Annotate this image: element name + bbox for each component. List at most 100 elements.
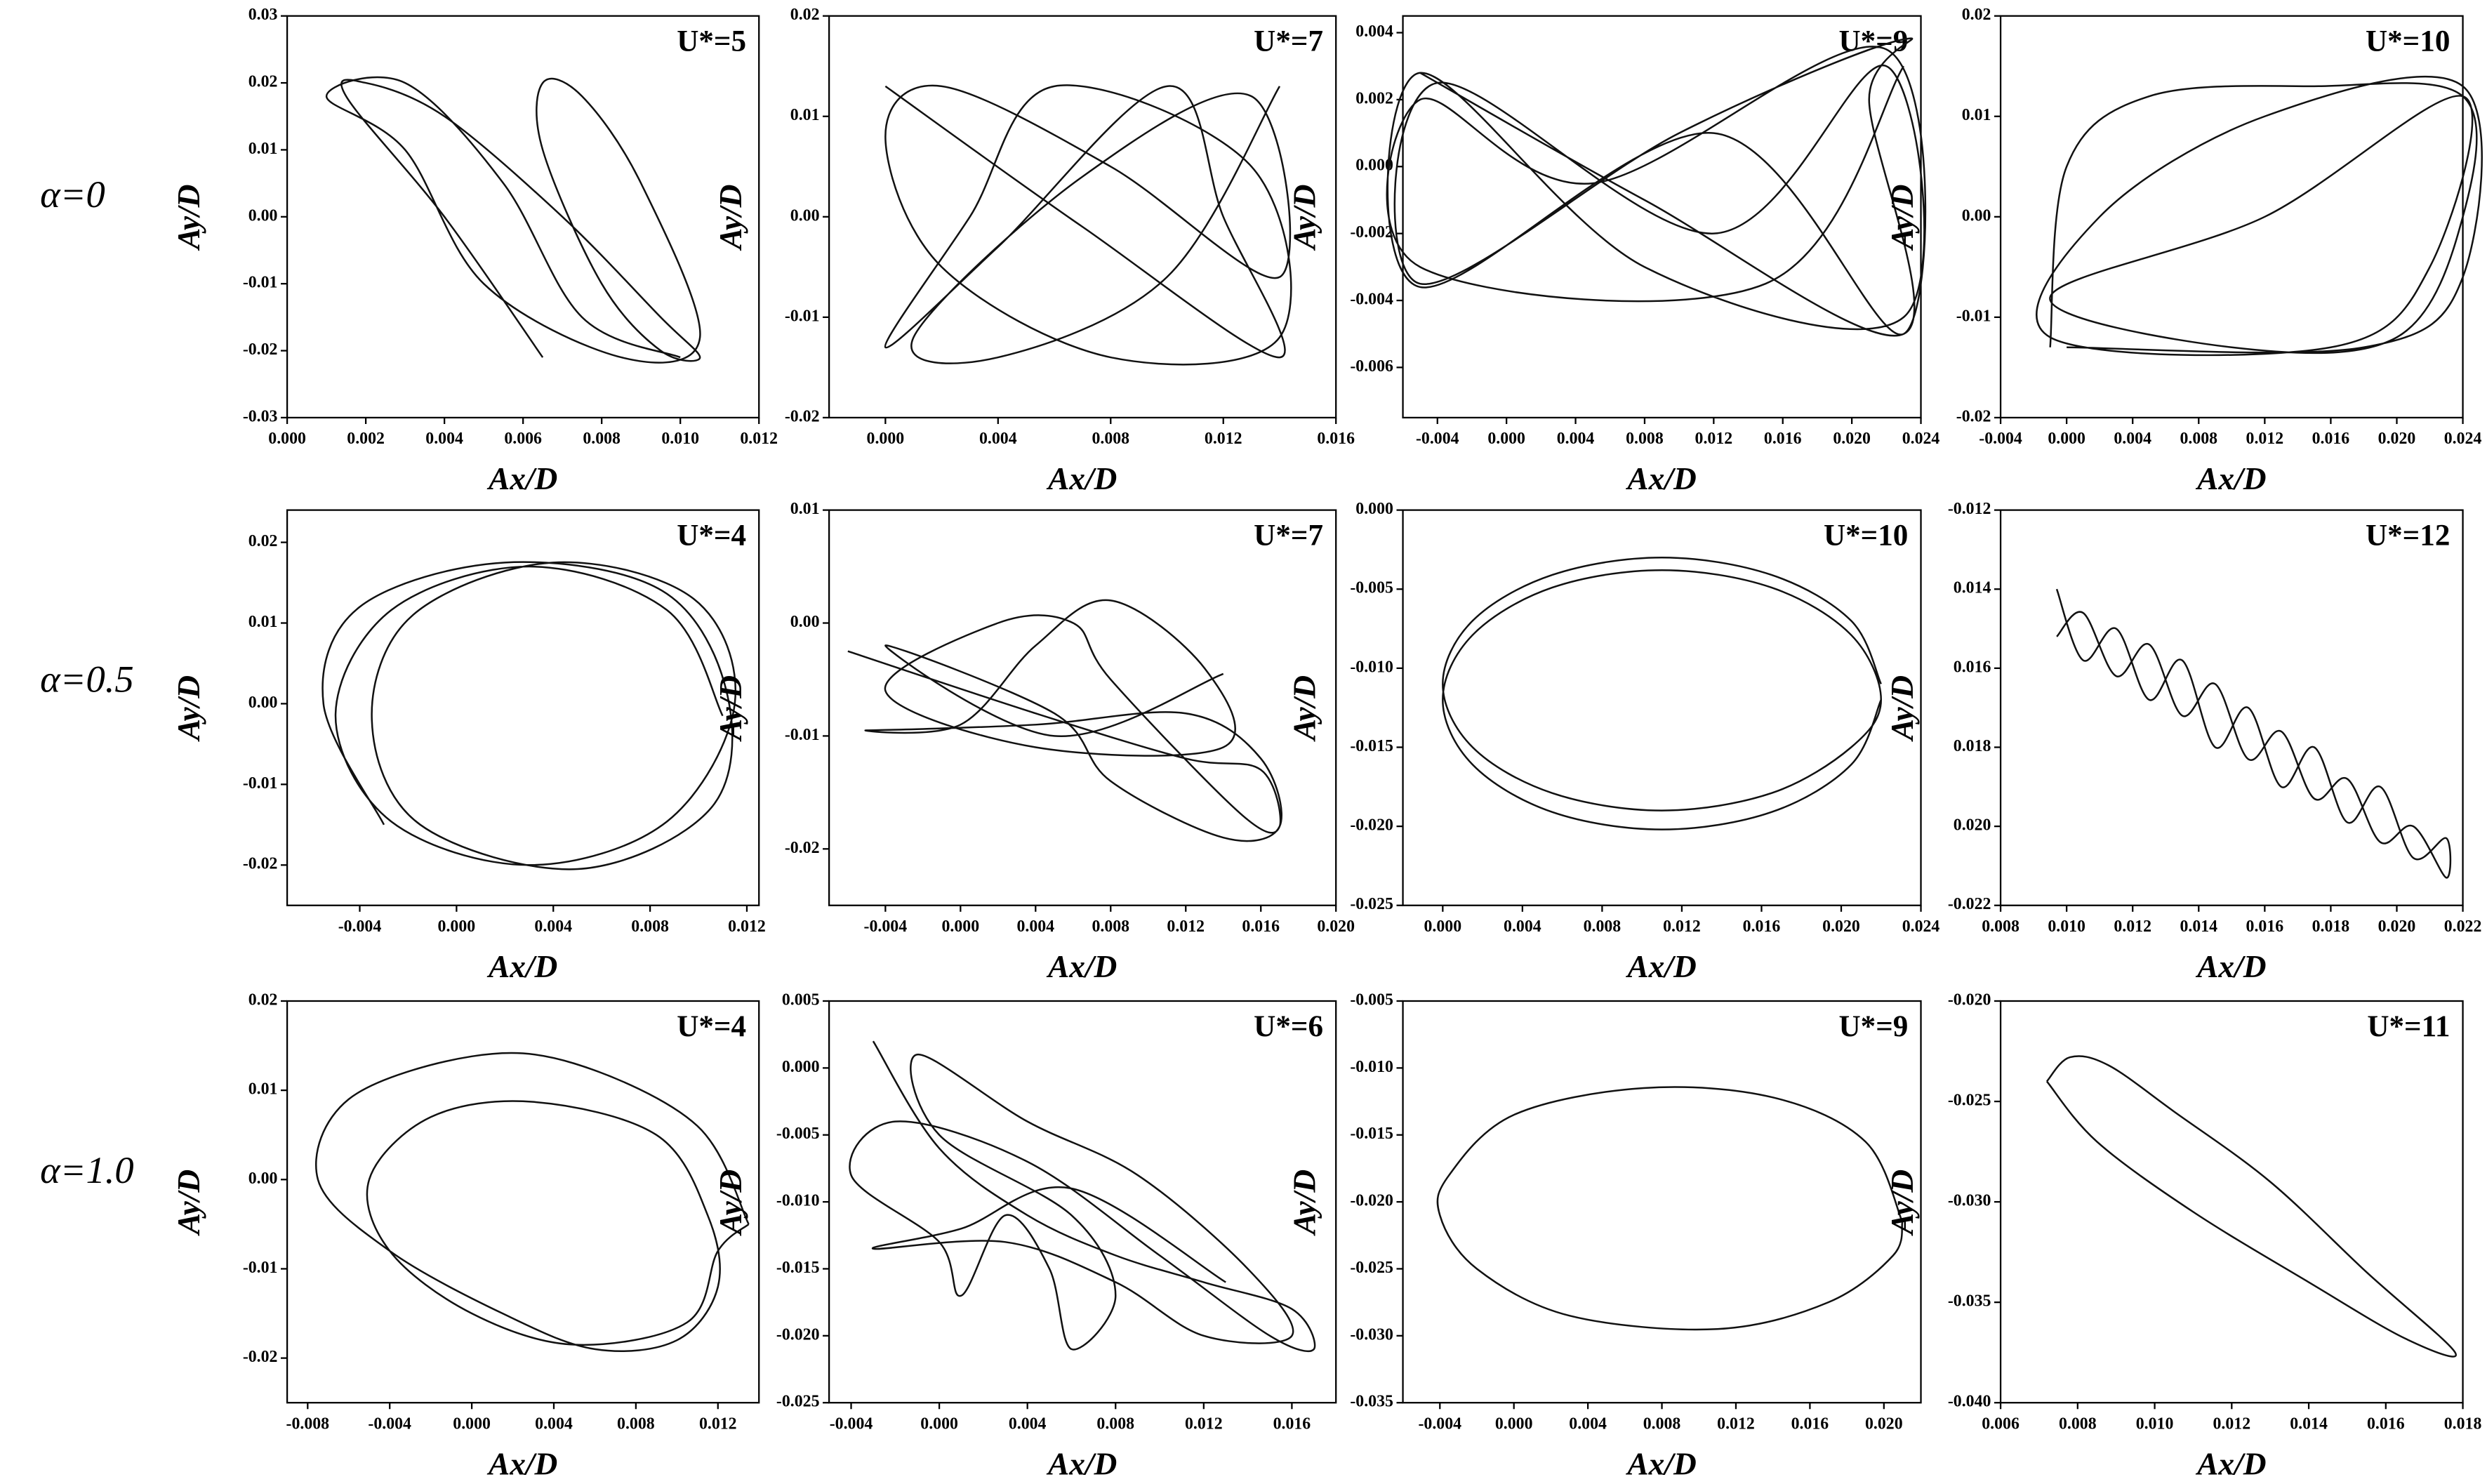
subplot: -0.004 0.000 0.004 0.008 0.012 0.016 0.020 -0.0… <box>713 500 1355 984</box>
x-tick-label: 0.012 <box>1185 1415 1223 1433</box>
y-tick-label: -0.02 <box>243 340 278 359</box>
y-tick-label: 0.02 <box>1962 6 1991 24</box>
subplot: -0.004 0.000 0.004 0.008 0.012 0.016 0.020 -0.0… <box>1287 991 1922 1481</box>
x-tick-label: 0.018 <box>2444 1415 2482 1433</box>
trajectory <box>849 1040 1316 1352</box>
subplot-title: U*=4 <box>677 519 746 552</box>
x-tick-label: 0.016 <box>1273 1415 1311 1433</box>
x-tick-label: 0.016 <box>1242 917 1280 936</box>
row-label: α=0 <box>40 173 105 216</box>
y-tick-label: -0.015 <box>1350 1125 1393 1143</box>
y-tick-label: 0.02 <box>248 73 278 91</box>
trajectory <box>2045 1055 2458 1358</box>
y-tick-label: 0.020 <box>1954 816 1991 835</box>
y-tick-label: -0.02 <box>1956 407 1991 425</box>
trajectory <box>325 76 701 364</box>
subplot-title: U*=11 <box>2367 1010 2450 1043</box>
x-tick-label: 0.008 <box>1643 1415 1681 1433</box>
y-axis-label: Ay/D <box>713 1170 748 1236</box>
y-tick-label: -0.025 <box>776 1393 820 1411</box>
y-tick-label: 0.018 <box>1954 737 1991 755</box>
y-axis-label: Ay/D <box>713 675 748 742</box>
y-tick-label: -0.030 <box>1948 1192 1991 1210</box>
x-axis-label: Ax/D <box>2195 461 2266 496</box>
y-tick-label: 0.01 <box>248 1080 278 1099</box>
y-tick-label: -0.015 <box>776 1259 820 1277</box>
trajectory <box>1386 37 1927 337</box>
x-tick-label: 0.000 <box>867 430 905 448</box>
x-axis-label: Ax/D <box>1625 1446 1696 1481</box>
y-tick-label: -0.02 <box>243 1348 278 1366</box>
y-tick-label: -0.03 <box>243 407 278 425</box>
x-tick-label: 0.016 <box>1317 430 1355 448</box>
y-tick-label: -0.01 <box>785 307 820 325</box>
plot-frame <box>286 15 760 419</box>
x-tick-label: -0.004 <box>1416 430 1459 448</box>
x-tick-label: 0.020 <box>1822 917 1860 936</box>
y-tick-label: 0.00 <box>790 206 820 225</box>
y-tick-label: -0.02 <box>243 855 278 873</box>
x-tick-label: 0.002 <box>347 430 385 448</box>
y-axis-label: Ay/D <box>1885 185 1920 251</box>
y-tick-label: 0.01 <box>790 106 820 124</box>
x-tick-label: 0.004 <box>1557 430 1595 448</box>
x-tick-label: 0.012 <box>1167 917 1205 936</box>
y-tick-label: 0.01 <box>248 140 278 158</box>
y-axis-label: Ay/D <box>1287 185 1322 251</box>
x-tick-label: 0.012 <box>1717 1415 1755 1433</box>
y-tick-label: 0.00 <box>248 694 278 712</box>
y-tick-label: -0.005 <box>1350 579 1393 597</box>
y-tick-label: 0.014 <box>1954 579 1991 597</box>
y-tick-label: 0.000 <box>1355 157 1393 175</box>
x-tick-label: 0.024 <box>1902 430 1940 448</box>
x-tick-label: 0.012 <box>1205 430 1242 448</box>
x-tick-label: 0.008 <box>1982 917 2020 936</box>
x-tick-label: 0.016 <box>1764 430 1802 448</box>
x-tick-label: 0.006 <box>1982 1415 2020 1433</box>
x-tick-label: 0.000 <box>1487 430 1525 448</box>
y-tick-label: -0.015 <box>1350 737 1393 755</box>
y-tick-label: -0.040 <box>1948 1393 1991 1411</box>
y-tick-label: -0.02 <box>785 839 820 857</box>
trajectory <box>321 561 737 870</box>
subplot: 0.008 0.010 0.012 0.014 0.016 0.018 0.020 0.022… <box>1885 500 2481 984</box>
x-tick-label: 0.008 <box>1096 1415 1134 1433</box>
y-tick-label: -0.01 <box>243 274 278 292</box>
y-tick-label: 0.004 <box>1355 22 1393 41</box>
x-tick-label: 0.008 <box>1584 917 1621 936</box>
trajectory <box>2055 588 2452 879</box>
x-tick-label: 0.008 <box>583 430 621 448</box>
x-tick-label: 0.012 <box>699 1415 737 1433</box>
x-axis-label: Ax/D <box>1046 1446 1117 1481</box>
subplot: -0.004 0.000 0.004 0.008 0.012 0.016 0.020 0.02… <box>1885 6 2483 496</box>
x-tick-label: 0.004 <box>2114 430 2151 448</box>
y-tick-label: 0.02 <box>248 991 278 1009</box>
subplot-title: U*=7 <box>1254 25 1323 58</box>
x-axis-label: Ax/D <box>486 461 557 496</box>
y-axis-label: Ay/D <box>1885 675 1920 742</box>
y-tick-label: 0.002 <box>1355 89 1393 107</box>
y-tick-label: -0.035 <box>1350 1393 1393 1411</box>
subplot-title: U*=12 <box>2366 519 2450 552</box>
plot-frame <box>1402 509 1922 906</box>
y-axis-label: Ay/D <box>1287 1170 1322 1236</box>
x-tick-label: 0.018 <box>2312 917 2350 936</box>
x-tick-label: 0.012 <box>740 430 778 448</box>
y-tick-label: 0.00 <box>790 613 820 631</box>
x-tick-label: 0.024 <box>2444 430 2482 448</box>
y-tick-label: -0.005 <box>1350 991 1393 1009</box>
y-tick-label: -0.035 <box>1948 1292 1991 1311</box>
trajectory <box>884 84 1292 366</box>
x-tick-label: 0.012 <box>1695 430 1733 448</box>
y-tick-label: 0.00 <box>248 1170 278 1188</box>
y-tick-label: 0.02 <box>790 6 820 24</box>
x-tick-label: 0.020 <box>2378 917 2416 936</box>
plot-frame <box>286 1000 760 1404</box>
x-tick-label: 0.008 <box>1092 430 1129 448</box>
x-tick-label: -0.004 <box>368 1415 411 1433</box>
x-tick-label: 0.004 <box>1569 1415 1607 1433</box>
plot-frame <box>1999 1000 2464 1404</box>
x-axis-label: Ax/D <box>486 949 557 984</box>
x-tick-label: 0.012 <box>728 917 766 936</box>
